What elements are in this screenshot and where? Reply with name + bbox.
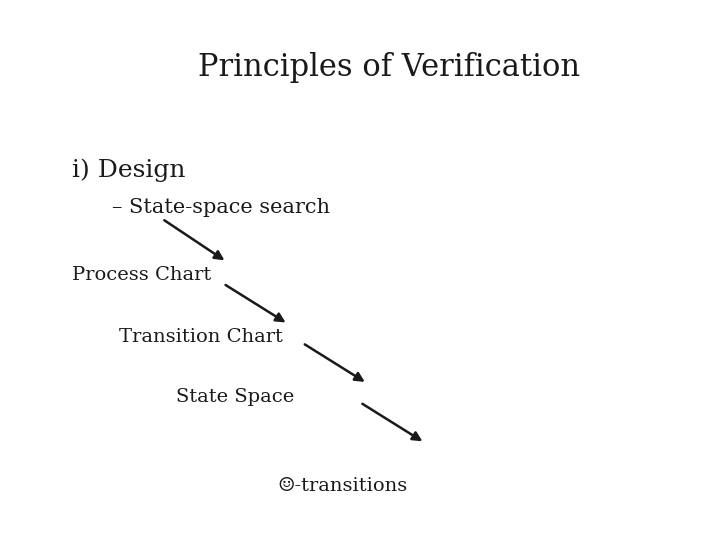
Text: State Space: State Space [176,388,294,406]
Text: Principles of Verification: Principles of Verification [198,52,580,83]
Text: Process Chart: Process Chart [72,266,211,285]
Text: Transition Chart: Transition Chart [119,328,283,347]
Text: – State-space search: – State-space search [112,198,330,218]
Text: ☺-transitions: ☺-transitions [277,477,408,495]
Text: i) Design: i) Design [72,158,186,182]
